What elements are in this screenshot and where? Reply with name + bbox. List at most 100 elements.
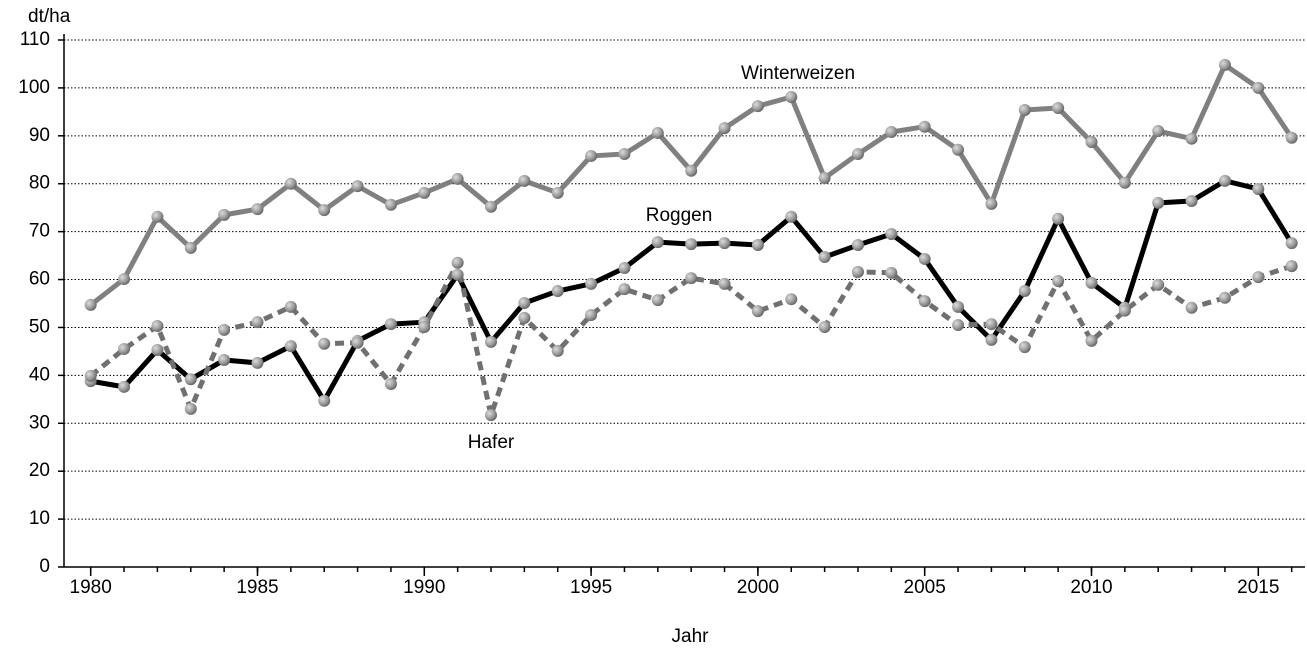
data-point [1085,334,1098,347]
data-point [1285,237,1298,250]
data-point [985,197,998,210]
data-point [851,265,864,278]
data-point [1052,274,1065,287]
data-point [118,273,131,286]
data-point [318,204,331,217]
series-label: Winterweizen [741,63,855,84]
x-tick-label: 1995 [570,577,612,598]
data-point [1285,260,1298,273]
data-point [1152,278,1165,291]
data-point [151,343,164,356]
data-point [851,239,864,252]
series-line [89,62,1294,307]
data-point [118,343,131,356]
data-point [485,335,498,348]
data-point [1085,276,1098,289]
data-point [718,122,731,135]
y-axis-label: dt/ha [28,6,71,27]
data-point [751,100,764,113]
data-point [251,356,264,369]
data-point [585,308,598,321]
data-point [718,237,731,250]
data-point [785,293,798,306]
data-point [885,125,898,138]
data-point [851,148,864,161]
data-point [518,297,531,310]
x-tick-label: 2010 [1070,577,1112,598]
data-point [184,402,197,415]
data-point [618,262,631,275]
data-point [318,337,331,350]
data-point [284,177,297,190]
data-point [885,266,898,279]
data-point [551,285,564,298]
data-point [485,409,498,422]
data-point [151,210,164,223]
data-point [818,320,831,333]
data-point [84,369,97,382]
data-point [918,120,931,133]
data-point [1052,212,1065,225]
y-tick-label: 70 [29,221,50,242]
data-point [551,186,564,199]
series-label: Hafer [468,432,515,453]
data-point [84,298,97,311]
y-tick-label: 30 [29,412,50,433]
data-point [1185,301,1198,314]
y-tick-label: 90 [29,125,50,146]
data-point [918,295,931,308]
x-tick-label: 2005 [904,577,946,598]
y-tick-label: 80 [29,173,50,194]
data-point [818,171,831,184]
data-point [318,394,331,407]
data-point [518,174,531,187]
data-point [218,323,231,336]
data-point [785,210,798,223]
data-point [1252,182,1265,195]
data-point [284,300,297,313]
data-point [1018,285,1031,298]
data-point [1218,58,1231,71]
data-point [685,272,698,285]
data-point [1085,136,1098,149]
y-tick-label: 50 [29,316,50,337]
data-point [1252,81,1265,94]
series-label: Roggen [646,205,713,226]
y-tick-label: 100 [18,77,50,98]
data-point [1252,271,1265,284]
data-point [985,333,998,346]
data-point [1118,304,1131,317]
data-point [685,164,698,177]
data-point [585,149,598,162]
data-point [1185,194,1198,207]
data-point [351,336,364,349]
x-tick-label: 2000 [737,577,779,598]
y-tick-label: 110 [20,29,50,50]
data-point [1018,341,1031,354]
x-axis-label: Jahr [672,626,710,647]
data-point [1218,174,1231,187]
y-tick-label: 60 [29,269,50,290]
y-tick-label: 40 [29,364,50,385]
data-point [1018,103,1031,116]
data-point [1052,102,1065,115]
data-point [485,200,498,213]
y-tick-label: 20 [29,460,50,481]
data-point [918,252,931,265]
data-point [885,228,898,241]
data-point [785,91,798,104]
data-point [1152,196,1165,209]
data-point [184,373,197,386]
data-point [952,319,965,332]
y-tick-label: 10 [29,508,50,529]
data-point [418,320,431,333]
data-point [751,239,764,252]
data-point [685,238,698,251]
data-point [651,294,664,307]
data-point [751,305,764,318]
data-point [118,380,131,393]
x-tick-label: 1990 [403,577,445,598]
data-point [384,318,397,331]
data-point [518,311,531,324]
data-point [218,208,231,221]
